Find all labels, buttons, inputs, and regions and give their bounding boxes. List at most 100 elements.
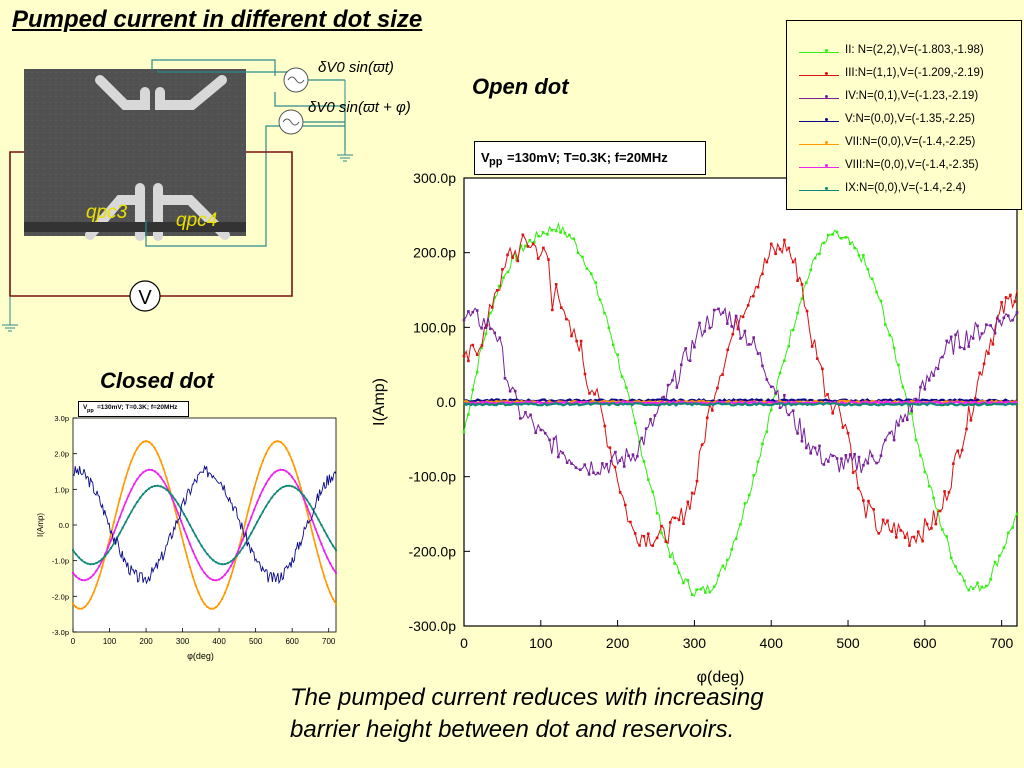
data-point <box>930 527 933 530</box>
data-point <box>810 345 814 348</box>
data-point <box>559 306 563 309</box>
data-point <box>649 417 652 421</box>
data-point <box>511 256 514 259</box>
y-tick-label: -200.0p <box>409 543 457 559</box>
data-point <box>498 336 502 340</box>
data-point <box>943 490 946 493</box>
data-point <box>655 511 659 515</box>
data-point <box>546 233 549 236</box>
data-point <box>826 233 830 237</box>
data-point <box>721 373 724 376</box>
data-point <box>756 285 760 289</box>
data-point <box>840 236 843 240</box>
data-point <box>848 453 852 456</box>
data-point <box>730 325 734 328</box>
data-point <box>809 451 813 455</box>
data-point <box>984 323 988 326</box>
data-point <box>519 244 523 248</box>
data-point <box>475 370 479 374</box>
data-point <box>936 367 940 371</box>
data-point <box>462 354 466 358</box>
caption: The pumped current reduces with increasi… <box>290 682 764 746</box>
data-point <box>796 311 799 315</box>
data-point <box>976 324 979 328</box>
data-point <box>989 324 992 327</box>
data-point <box>998 554 1001 558</box>
data-point <box>783 393 786 397</box>
data-point <box>668 555 672 558</box>
data-point <box>462 318 466 322</box>
data-point <box>890 530 894 533</box>
data-point <box>897 424 900 427</box>
data-point <box>787 413 791 417</box>
data-point <box>662 395 665 399</box>
data-point <box>552 437 556 441</box>
data-point <box>949 556 953 560</box>
data-point <box>987 352 990 355</box>
data-point <box>671 379 674 382</box>
data-point <box>695 479 699 483</box>
data-point <box>618 459 622 462</box>
data-point <box>616 353 619 356</box>
data-point <box>967 345 971 348</box>
data-point <box>503 377 507 380</box>
small-series-line <box>72 464 337 585</box>
data-point <box>1002 546 1006 549</box>
data-point <box>642 460 646 463</box>
data-point <box>603 424 607 428</box>
data-point <box>594 281 597 284</box>
data-point <box>625 386 628 389</box>
data-point <box>901 419 905 423</box>
data-point <box>949 335 953 339</box>
data-point <box>607 326 611 330</box>
data-point <box>761 364 764 368</box>
data-point <box>800 297 804 300</box>
data-point <box>932 374 935 377</box>
data-point <box>778 247 782 251</box>
data-point <box>974 397 977 400</box>
data-point <box>579 339 583 343</box>
voltmeter-label: V <box>138 287 152 309</box>
data-point <box>726 558 729 562</box>
data-point <box>589 272 593 276</box>
data-point <box>467 310 470 313</box>
data-point <box>536 257 540 260</box>
data-point <box>746 304 750 307</box>
data-point <box>901 385 905 389</box>
data-point <box>700 443 704 446</box>
data-point <box>502 276 505 279</box>
data-point <box>547 258 550 261</box>
data-point <box>708 590 712 594</box>
data-point <box>765 260 769 264</box>
data-point <box>956 449 960 453</box>
data-point <box>711 409 714 412</box>
data-point <box>958 346 962 349</box>
data-point <box>721 564 725 568</box>
data-point <box>809 268 813 272</box>
data-point <box>467 413 470 416</box>
measurement-wires <box>9 151 293 297</box>
data-point <box>1006 531 1010 535</box>
data-point <box>673 562 676 565</box>
data-point <box>526 245 530 248</box>
data-point <box>712 585 716 588</box>
data-point <box>608 446 612 449</box>
data-point <box>651 490 655 494</box>
data-point <box>475 309 479 312</box>
data-point <box>761 272 764 276</box>
data-point <box>752 474 755 477</box>
data-point <box>1009 293 1012 297</box>
x-tick-label: 700 <box>990 635 1014 651</box>
y-tick-label: -100.0p <box>409 469 457 485</box>
data-point <box>467 359 470 363</box>
small-y-tick-label: 1.0p <box>54 485 69 494</box>
voltmeter <box>129 280 161 312</box>
data-point <box>927 484 931 488</box>
data-point <box>554 229 558 233</box>
data-point <box>623 503 627 507</box>
data-point <box>609 459 613 463</box>
data-point <box>726 322 729 325</box>
data-point <box>910 409 913 413</box>
small-x-tick-label: 100 <box>103 637 117 646</box>
data-point <box>531 242 535 246</box>
